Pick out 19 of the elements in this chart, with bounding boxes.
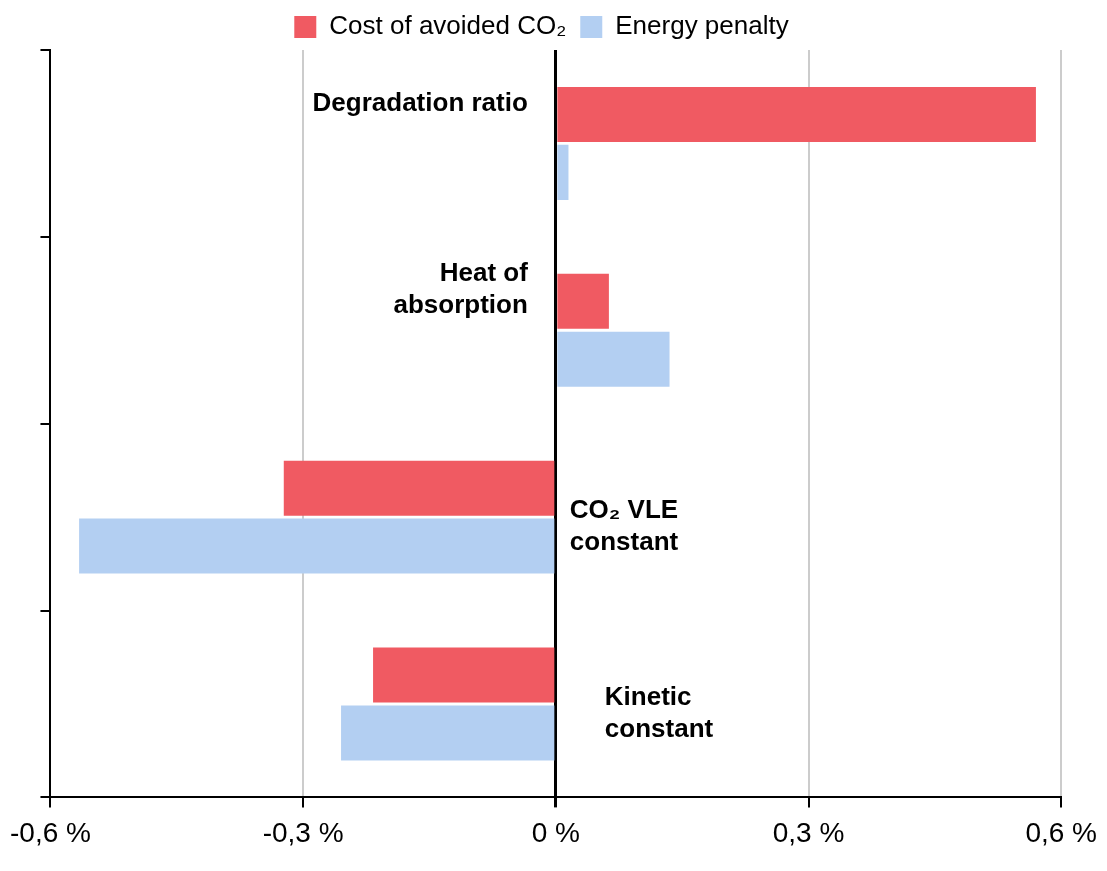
- legend-label: Energy penalty: [615, 10, 789, 41]
- y-tick-label: CO₂ VLE constant: [569, 494, 679, 557]
- x-tick-label: 0,3 %: [772, 816, 845, 848]
- y-tick-label: Kinetic constant: [604, 681, 714, 744]
- bar: [341, 705, 555, 761]
- bar: [557, 273, 609, 329]
- bar: [557, 86, 1036, 142]
- bar: [557, 331, 670, 387]
- x-tick-label: 0,6 %: [1025, 816, 1097, 848]
- bar: [557, 144, 569, 200]
- x-tick-label: -0,3 %: [262, 816, 344, 848]
- bar: [283, 460, 555, 516]
- x-tick-label: -0,6 %: [9, 816, 91, 848]
- legend-label: Cost of avoided CO₂: [329, 10, 567, 41]
- bar: [79, 518, 555, 574]
- bar: [373, 647, 555, 703]
- x-tick-label: 0 %: [531, 816, 580, 848]
- y-tick-label: Heat of absorption: [393, 257, 529, 320]
- y-tick-label: Degradation ratio: [312, 86, 528, 117]
